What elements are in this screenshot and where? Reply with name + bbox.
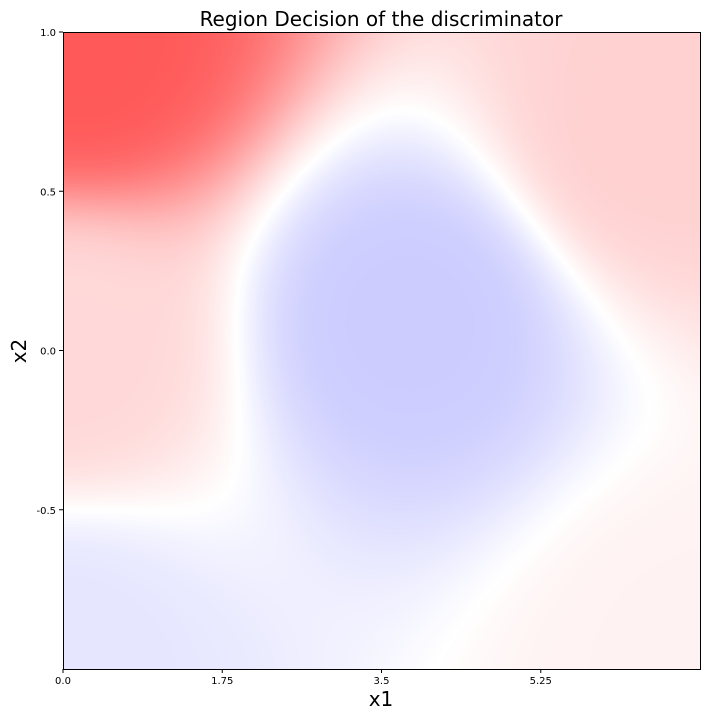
y-tick-label: 0.0: [40, 347, 56, 358]
x-tick-label: 5.25: [530, 676, 552, 687]
y-axis-label: x2: [7, 339, 31, 364]
y-tick-label: 0.5: [40, 187, 56, 198]
y-tick-label: -0.5: [36, 506, 56, 517]
heatmap-canvas: [63, 32, 700, 669]
plot-area: [63, 32, 701, 670]
x-tick-label: 1.75: [211, 676, 233, 687]
chart-title: Region Decision of the discriminator: [200, 7, 564, 31]
x-axis-ticks: 0.0 1.75 3.5 5.25: [55, 669, 552, 687]
y-tick-label: 1.0: [40, 28, 56, 39]
y-axis-ticks: 1.0 0.5 0.0 -0.5: [36, 28, 63, 517]
x-tick-label: 0.0: [55, 676, 71, 687]
x-axis-label: x1: [369, 687, 394, 711]
x-tick-label: 3.5: [374, 676, 390, 687]
